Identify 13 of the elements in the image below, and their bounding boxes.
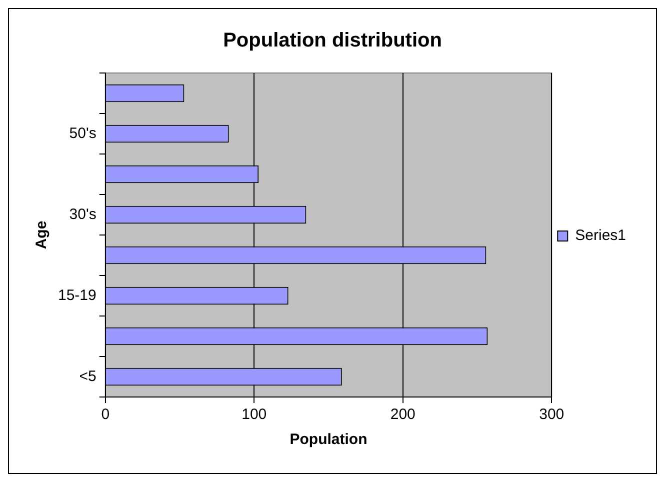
- y-tick-label: 30's: [69, 206, 96, 223]
- x-tick-label: 100: [242, 406, 267, 424]
- y-tick-label: 50's: [69, 124, 96, 142]
- y-tick-label: 15-19: [58, 286, 96, 304]
- x-tick-label: 200: [390, 406, 416, 424]
- chart-title: Population distribution: [223, 30, 442, 52]
- x-tick-label: 300: [539, 406, 564, 424]
- legend-label: Series1: [575, 227, 626, 244]
- chart-frame: Population Age Series1 Population distribution 0 100 200 300 50's 30's 15-19 <5: [8, 8, 657, 474]
- x-tick-label: 0: [101, 406, 110, 424]
- y-tick-label: <5: [79, 368, 96, 385]
- y-axis-title: Age: [33, 220, 50, 250]
- x-axis-title: Population: [290, 431, 368, 448]
